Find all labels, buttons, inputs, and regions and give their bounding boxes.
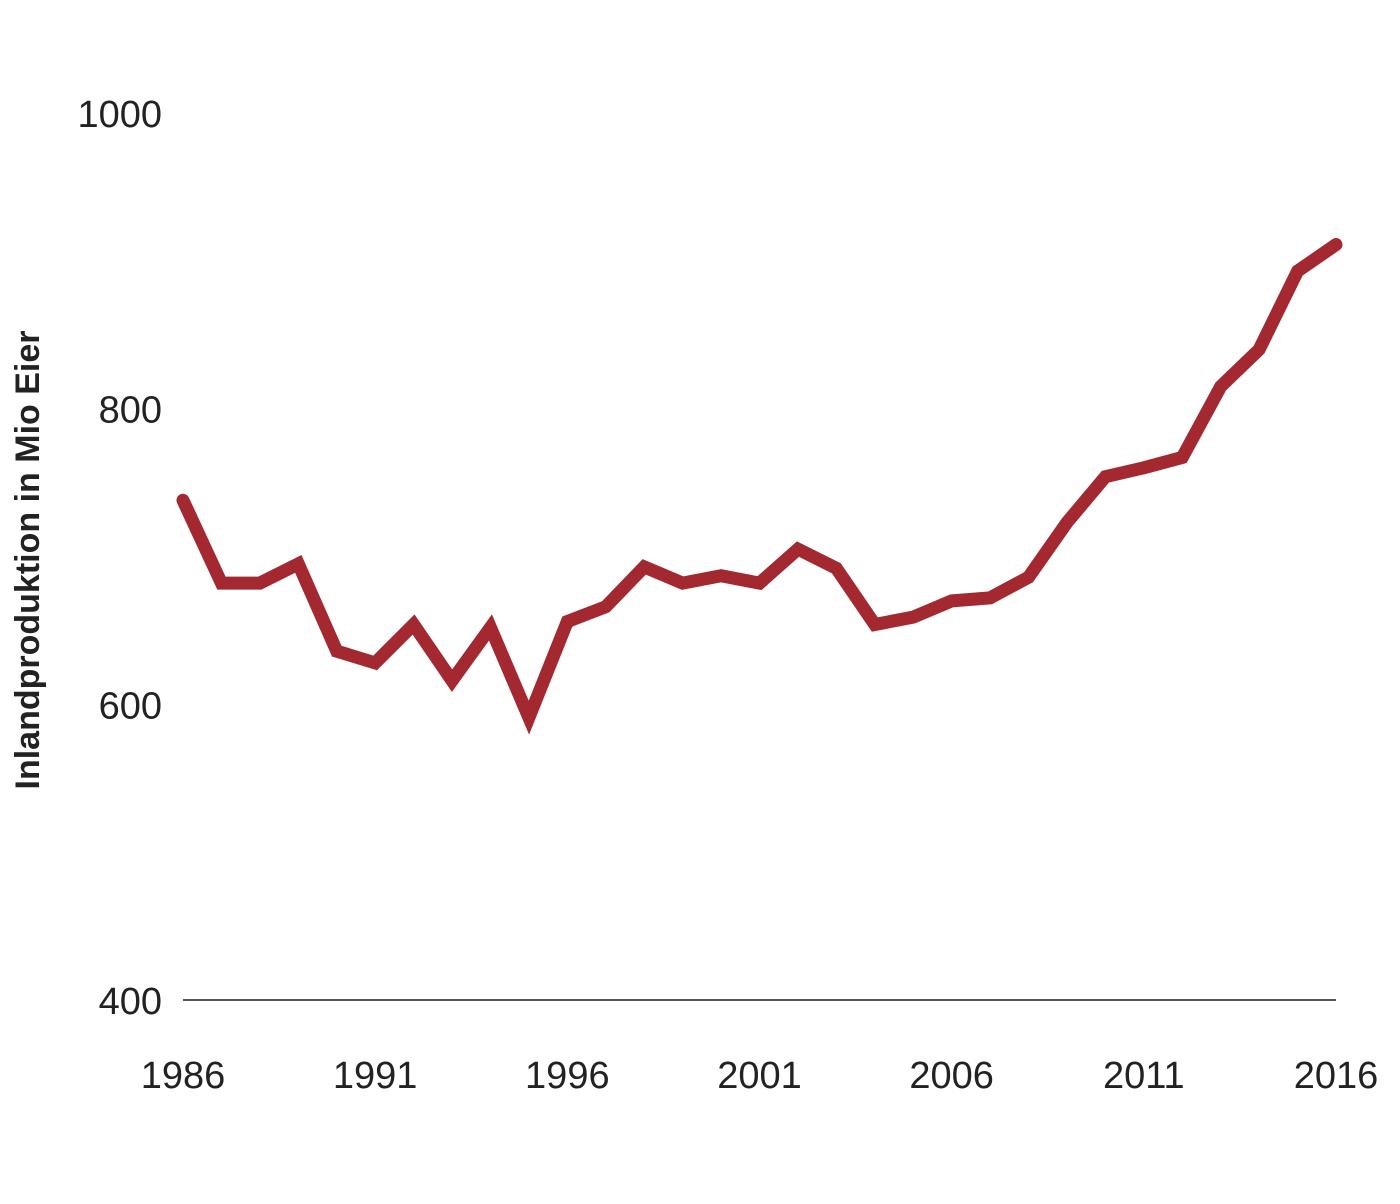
y-axis-label: Inlandproduktion in Mio Eier [9,331,47,790]
y-tick-label: 1000 [77,94,162,136]
y-tick-label: 800 [99,390,162,432]
y-tick-label: 600 [99,685,162,727]
data-line [176,238,1343,735]
x-tick-label: 1991 [333,1055,418,1097]
y-tick-label: 400 [99,981,162,1023]
x-tick-label: 1986 [141,1055,226,1097]
x-tick-label: 2001 [717,1055,802,1097]
x-tick-label: 1996 [525,1055,610,1097]
x-tick-label: 2011 [1103,1055,1185,1097]
x-tick-label: 2006 [909,1055,994,1097]
x-tick-label: 2016 [1294,1055,1379,1097]
